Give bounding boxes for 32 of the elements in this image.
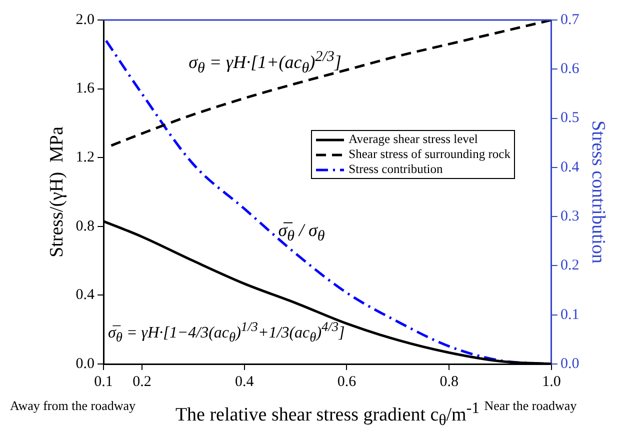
x-tick-label: 0.6	[337, 374, 357, 390]
y2-tick-label: 0.5	[560, 110, 580, 126]
y2-tick-label: 0.3	[560, 208, 580, 225]
x-tick-label: 1.0	[542, 374, 561, 390]
x-tick-label: 0.1	[94, 374, 113, 390]
y2-axis-title: Stress contribution	[588, 120, 609, 264]
annotation: σ̅$_{θ}$ / σ$_{θ}$	[278, 220, 325, 246]
line-series	[110, 20, 552, 147]
y-tick-label: 1.2	[76, 150, 95, 166]
y-tick-label: 0.8	[76, 218, 95, 234]
y-axis-title: Stress/(γH) MPa	[46, 126, 68, 258]
legend-label: Shear stress of surrounding rock	[348, 147, 510, 162]
y-tick-label: 0.0	[76, 356, 95, 372]
x-tick-label: 0.4	[234, 374, 254, 390]
y2-tick-label: 0.1	[560, 306, 580, 323]
y-tick-label: 1.6	[76, 80, 96, 97]
text: σ̅$_{θ}$ = γH·[1−4/3(ac$_{θ}$)$^{1/3}$+1/3(ac$_{θ}$)$^{4/3}$]	[108, 319, 345, 345]
x-axis-title: The relative shear stress gradient c$_{θ}$/m$^{-1}$	[175, 400, 480, 430]
y-tick-label: 2.0	[76, 12, 95, 28]
x-tick-label: 0.8	[440, 374, 458, 390]
legend-label: Stress contribution	[348, 162, 443, 178]
legend-label: Average shear stress level	[348, 132, 478, 148]
y2-tick-label: 0.7	[560, 12, 580, 28]
x-tick-label: 0.2	[132, 374, 152, 390]
text: Near the roadway	[484, 398, 577, 414]
text: Away from the roadway	[10, 398, 136, 414]
y2-tick-label: 0.6	[560, 61, 580, 78]
annotation: σ$_{θ}$ = γH·[1+(ac$_{θ}$)$^{2/3}$]	[188, 48, 342, 78]
y-tick-label: 0.4	[76, 287, 96, 304]
y2-tick-label: 0.2	[560, 258, 580, 274]
y2-tick-label: 0.4	[560, 159, 580, 176]
y2-tick-label: 0.0	[560, 356, 580, 372]
